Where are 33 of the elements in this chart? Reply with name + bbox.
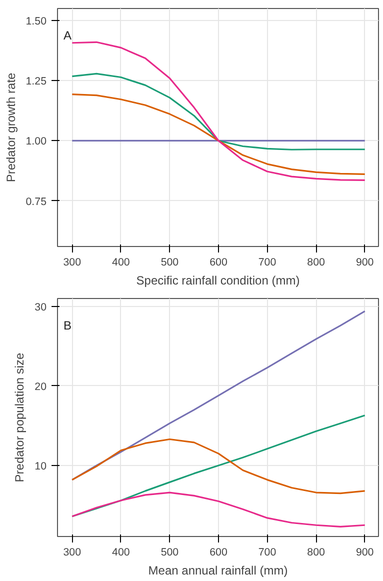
x-tick-label: 400 bbox=[112, 546, 130, 558]
x-tick-label: 800 bbox=[307, 256, 326, 268]
x-tick-label: 600 bbox=[210, 256, 228, 268]
x-tick-label: 700 bbox=[258, 256, 276, 268]
y-tick-label: 1.25 bbox=[26, 76, 47, 88]
line-series bbox=[71, 310, 366, 481]
y-tick-label: 20 bbox=[34, 380, 47, 393]
x-tick-label: 300 bbox=[63, 256, 82, 268]
x-axis-title: Mean annual rainfall (mm) bbox=[148, 564, 288, 578]
y-axis-title: Predator population size bbox=[12, 352, 27, 482]
x-tick-label: 400 bbox=[112, 256, 130, 268]
x-tick-label: 300 bbox=[63, 546, 82, 558]
line-series bbox=[71, 492, 366, 528]
line-series bbox=[71, 438, 366, 494]
x-tick-label: 500 bbox=[160, 256, 179, 268]
annotation: A bbox=[64, 28, 72, 42]
y-tick-label: 30 bbox=[34, 301, 47, 314]
y-tick-label: 1.50 bbox=[26, 16, 47, 28]
x-tick-label: 900 bbox=[356, 256, 374, 268]
y-tick-label: 1.00 bbox=[26, 136, 47, 148]
x-axis-title: Specific rainfall condition (mm) bbox=[136, 274, 300, 288]
line-series bbox=[71, 41, 366, 181]
annotation: B bbox=[64, 318, 72, 332]
y-axis-title: Predator growth rate bbox=[4, 72, 18, 182]
y-tick-label: 10 bbox=[34, 460, 47, 472]
x-tick-label: 500 bbox=[160, 546, 179, 558]
x-tick-label: 900 bbox=[356, 546, 374, 558]
x-tick-label: 700 bbox=[258, 546, 276, 558]
x-tick-label: 600 bbox=[210, 546, 228, 558]
x-tick-label: 800 bbox=[307, 546, 326, 558]
line-series bbox=[71, 94, 366, 175]
y-tick-label: 0.75 bbox=[26, 196, 47, 208]
line-series bbox=[71, 72, 366, 150]
